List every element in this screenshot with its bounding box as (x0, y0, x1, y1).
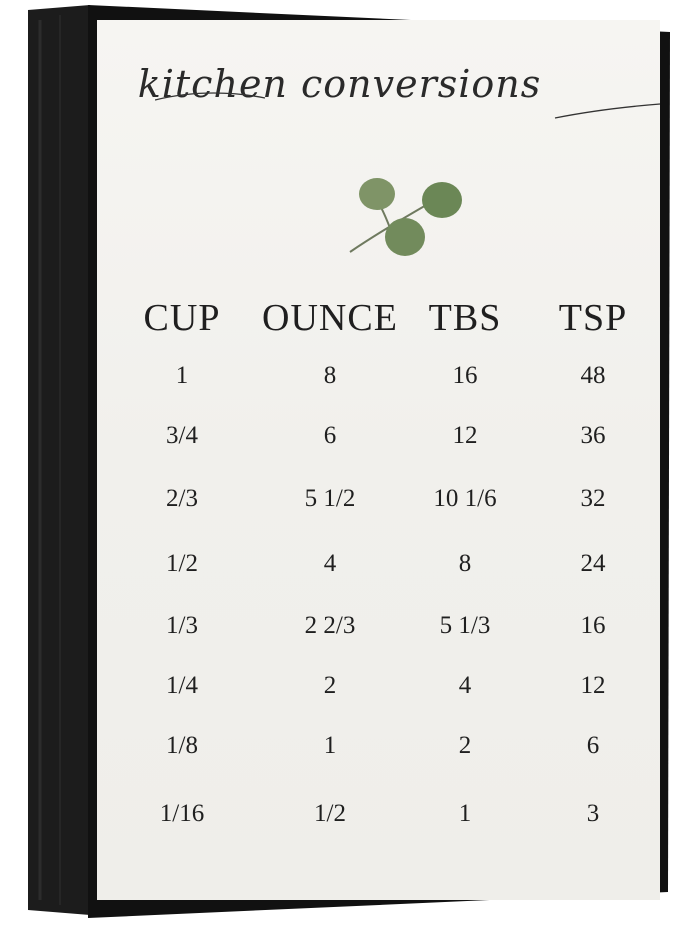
cell-tbs: 2 (458, 732, 472, 759)
cell-tbs: 10 1/6 (433, 485, 497, 512)
cell-ounce: 2 (323, 672, 337, 699)
sign-title: kitchen conversions (137, 62, 542, 106)
cell-ounce: 2 2/3 (304, 612, 356, 639)
cell-tsp: 48 (580, 362, 606, 389)
column-header-ounce: OUNCE (262, 297, 398, 339)
column-header-tsp: TSP (558, 297, 628, 339)
column-header-tbs: TBS (428, 297, 502, 339)
cell-cup: 1/2 (166, 550, 198, 577)
cell-cup: 2/3 (166, 485, 198, 512)
cell-tsp: 36 (580, 422, 606, 449)
cell-tbs: 1 (458, 800, 472, 827)
column-header-cup: CUP (143, 297, 221, 339)
cell-tsp: 6 (586, 732, 600, 759)
eucalyptus-leaf-icon (349, 178, 462, 256)
sign-panel (97, 20, 660, 900)
cell-tbs: 4 (458, 672, 472, 699)
cell-cup: 1 (175, 362, 189, 389)
cell-cup: 1/8 (166, 732, 198, 759)
cell-ounce: 1/2 (314, 800, 346, 827)
cell-cup: 1/16 (159, 800, 205, 827)
title-swash-decoration (155, 92, 661, 119)
cell-tbs: 5 1/3 (439, 612, 491, 639)
cell-ounce: 8 (323, 362, 337, 389)
cell-tbs: 8 (458, 550, 472, 577)
cell-ounce: 6 (323, 422, 337, 449)
cell-cup: 1/4 (166, 672, 198, 699)
cell-tbs: 16 (452, 362, 478, 389)
cell-cup: 1/3 (166, 612, 198, 639)
cell-ounce: 5 1/2 (304, 485, 356, 512)
cell-tbs: 12 (452, 422, 478, 449)
cell-ounce: 4 (323, 550, 337, 577)
cell-cup: 3/4 (166, 422, 198, 449)
cell-tsp: 16 (580, 612, 606, 639)
cell-tsp: 32 (580, 485, 606, 512)
cell-tsp: 24 (580, 550, 606, 577)
cell-tsp: 12 (580, 672, 606, 699)
cell-ounce: 1 (323, 732, 337, 759)
cell-tsp: 3 (586, 800, 600, 827)
